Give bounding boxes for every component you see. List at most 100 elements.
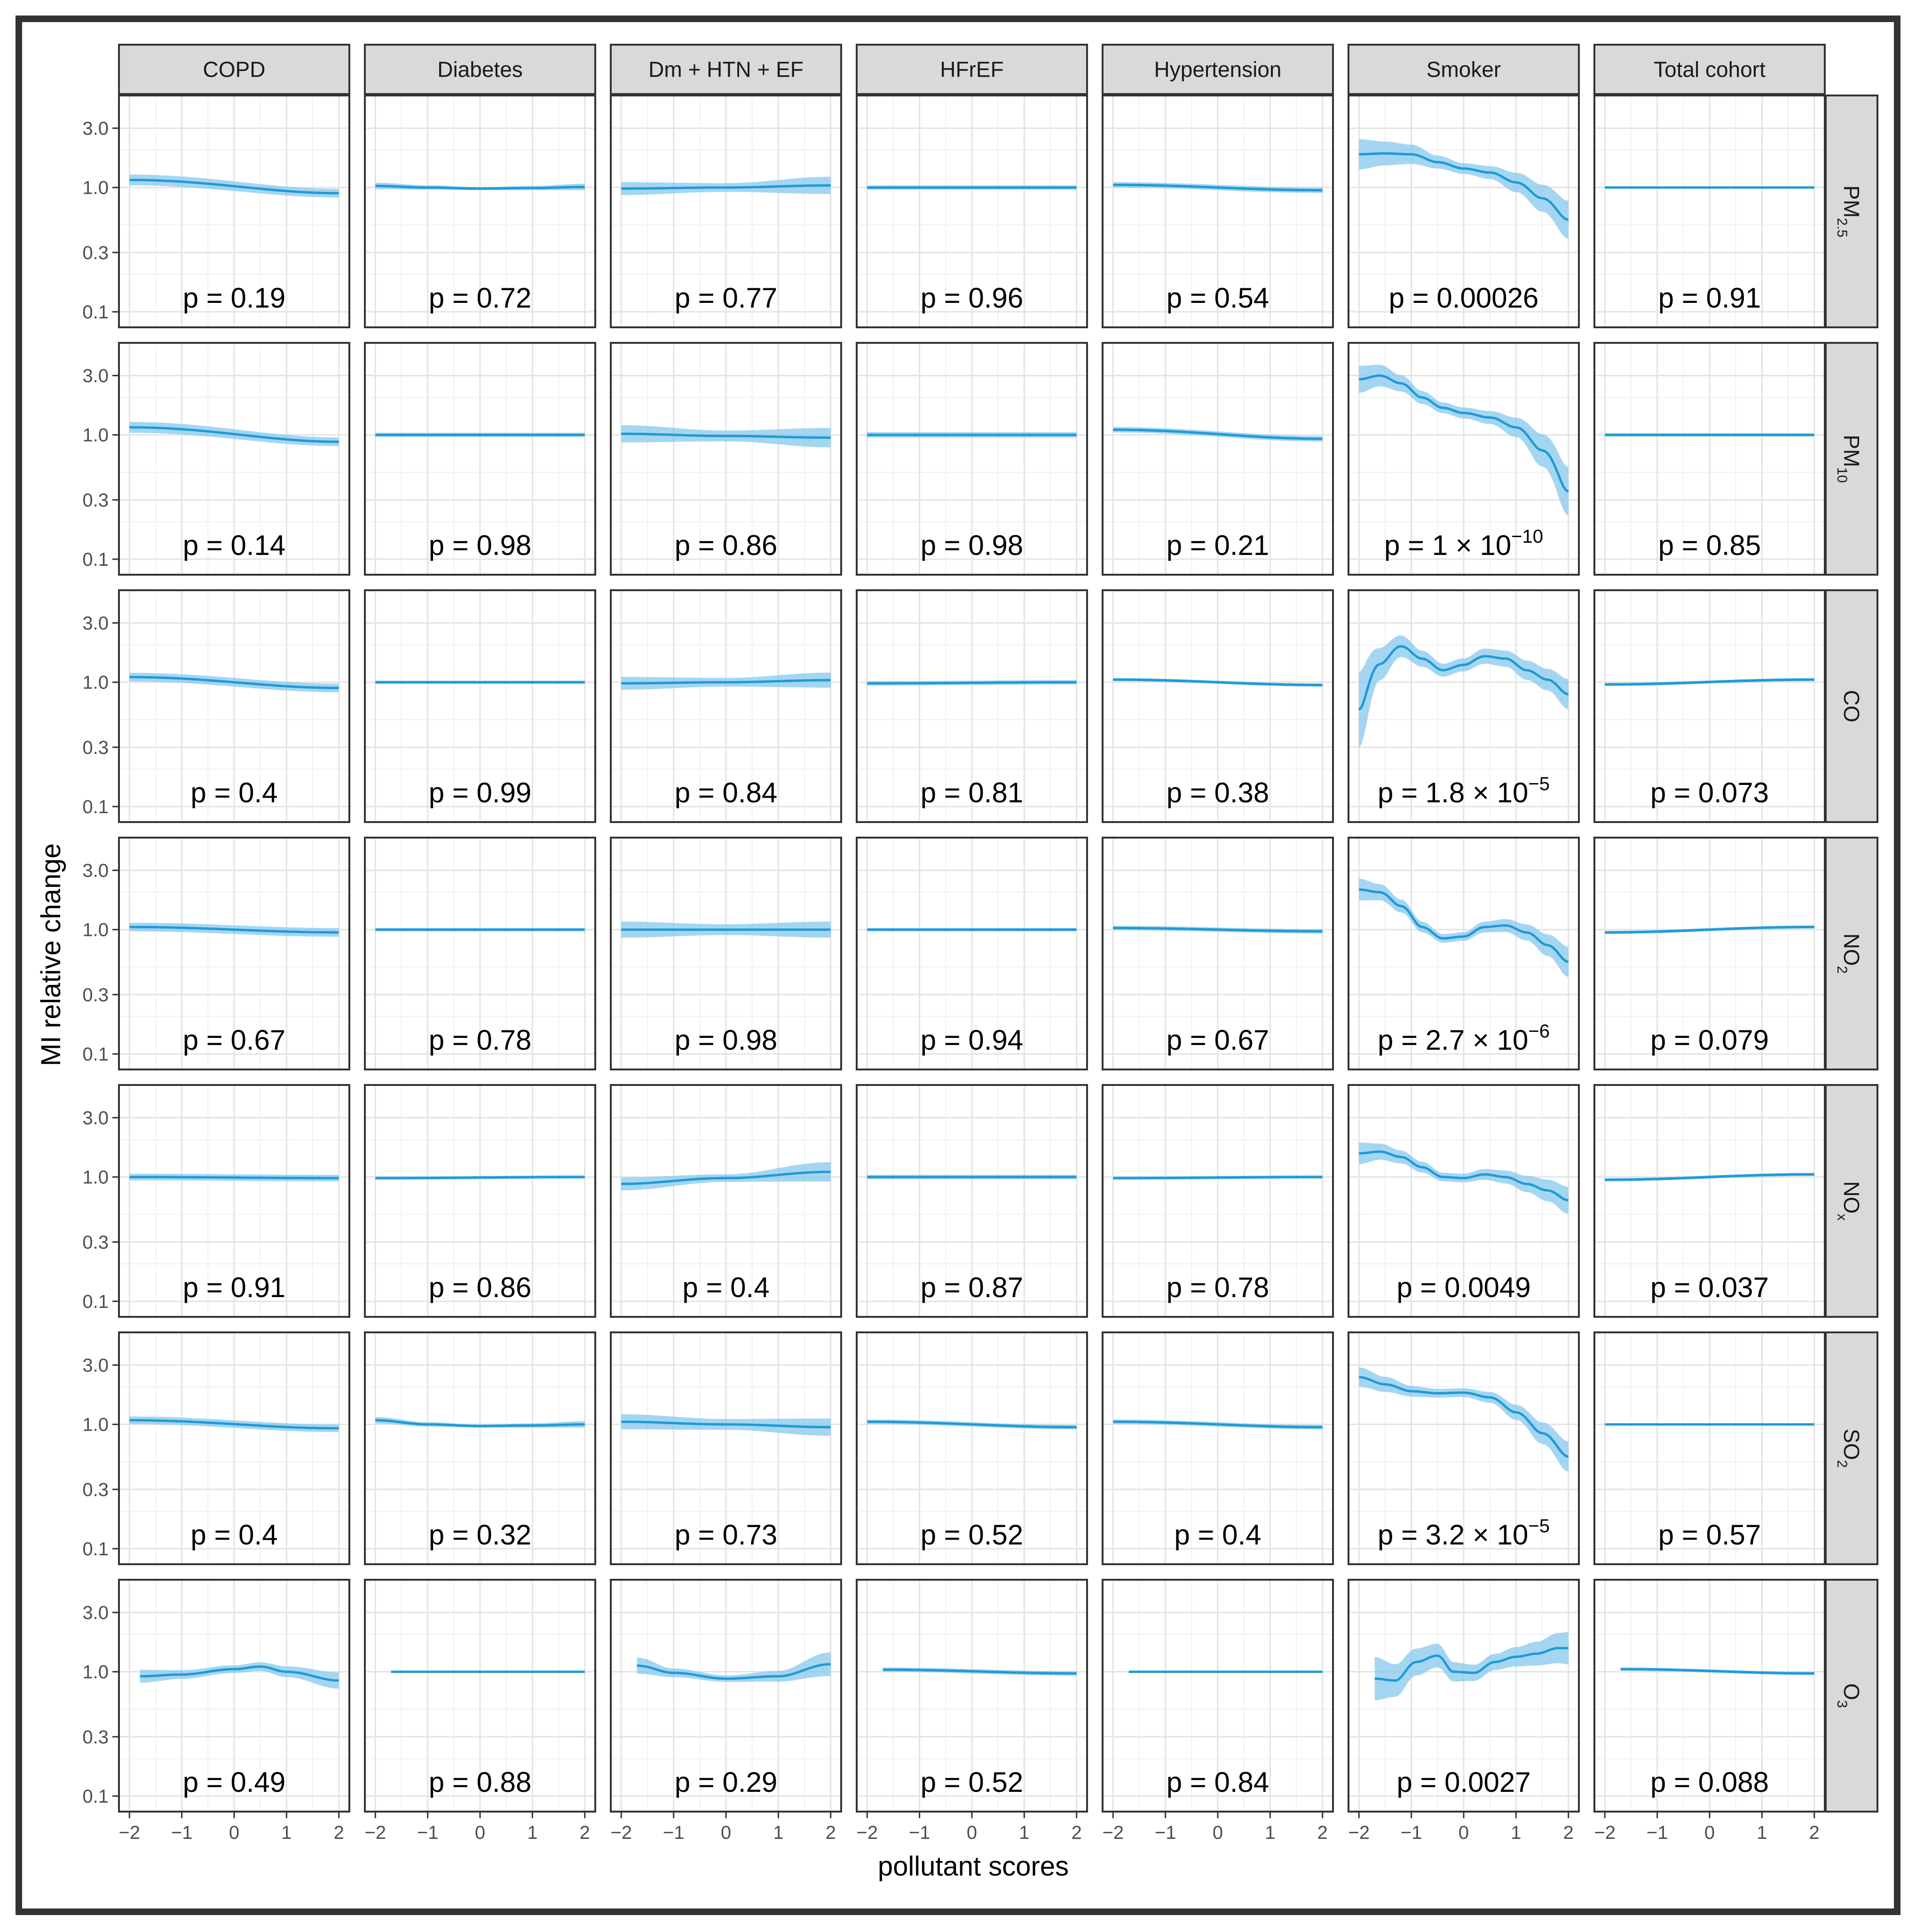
x-tick-label: −2: [856, 1822, 878, 1843]
y-tick-label: 1.0: [82, 178, 109, 198]
panel: p = 0.00026: [1348, 95, 1580, 328]
panel: p = 0.73: [610, 1331, 842, 1565]
y-tick-label: 0.1: [82, 1044, 109, 1065]
x-tick-label: 0: [475, 1822, 485, 1843]
panel: p = 0.38: [1102, 589, 1334, 823]
row-strip-label-base: PM: [1839, 185, 1864, 218]
p-value-mantissa: p = 1 × 10: [1384, 530, 1511, 561]
panel-border: [856, 1084, 1088, 1318]
p-value-label: p = 0.037: [1650, 1272, 1769, 1303]
series-line: [375, 1419, 585, 1427]
x-tick-label: 0: [1704, 1822, 1715, 1843]
row-strip-label-base: PM: [1839, 435, 1864, 467]
series-line: [375, 1176, 585, 1180]
panel-border: [856, 1331, 1088, 1565]
p-value-exponent: −10: [1511, 526, 1543, 547]
panel: p = 0.4: [1102, 1331, 1334, 1565]
y-tick-label: 0.3: [82, 1480, 109, 1500]
panel-border: [364, 342, 596, 576]
x-tick-label: −2: [364, 1822, 386, 1843]
confidence-band: [1359, 1367, 1569, 1472]
series-line: [375, 184, 585, 190]
y-tick-label: 3.0: [82, 861, 109, 881]
series-line: [1358, 645, 1569, 711]
column-strip-label: HFrEF: [940, 57, 1003, 82]
panel-border: [1102, 1331, 1334, 1565]
y-tick-label: 0.3: [82, 1727, 109, 1748]
series-line: [1113, 428, 1323, 440]
series-line: [1605, 926, 1814, 934]
panel-border: [1348, 1331, 1580, 1565]
panel-border: [856, 589, 1088, 823]
row-strip-label-subscript: 2: [1834, 1460, 1850, 1468]
panel: p = 0.14: [118, 342, 350, 576]
panel: p = 0.98: [364, 342, 596, 576]
x-tick-label: 0: [721, 1822, 731, 1843]
x-tick-label: 1: [1511, 1822, 1521, 1843]
row-strip-background: [1825, 837, 1878, 1070]
column-strip: HFrEF: [856, 44, 1088, 95]
x-tick-label: 2: [1072, 1822, 1082, 1843]
row-strip-background: [1825, 589, 1878, 823]
confidence-band: [621, 1162, 831, 1191]
row-strip-label-subscript: 2: [1834, 966, 1850, 974]
series-line: [621, 432, 831, 439]
p-value-label: p = 0.88: [429, 1766, 532, 1798]
panel: p = 0.4: [118, 1331, 350, 1565]
series-line: [1374, 1647, 1569, 1682]
y-tick-label: 1.0: [82, 673, 109, 693]
p-value-label: p = 0.079: [1650, 1024, 1769, 1056]
series-line: [1113, 183, 1323, 192]
x-tick-label: 1: [281, 1822, 292, 1843]
x-tick-label: −1: [663, 1822, 685, 1843]
p-value-label: p = 0.49: [183, 1766, 286, 1798]
y-tick-label: 1.0: [82, 425, 109, 446]
panel: p = 0.81: [856, 589, 1088, 823]
column-strip-background: [118, 44, 350, 95]
x-tick-label: −2: [610, 1822, 632, 1843]
series-line: [621, 1171, 831, 1185]
series-line: [867, 1420, 1077, 1429]
panel: p = 0.84: [1102, 1579, 1334, 1813]
series-line: [621, 184, 831, 190]
column-strip-label: COPD: [203, 57, 266, 82]
x-tick-label: −2: [1348, 1822, 1370, 1843]
panel-border: [1348, 589, 1580, 823]
row-strip-background: [1825, 1084, 1878, 1318]
panel: p = 0.32: [364, 1331, 596, 1565]
x-tick-label: 1: [773, 1822, 783, 1843]
panel-border: [610, 342, 842, 576]
panel: p = 3.2 × 10−5: [1348, 1331, 1580, 1565]
series-line: [883, 1668, 1077, 1675]
panel: p = 0.67: [1102, 837, 1334, 1070]
panel: p = 0.57: [1593, 1331, 1826, 1565]
axes-layer: 0.1 0.3 1.0 3.0 0.1 0.3 1.0 3.0 0.1 0.3 1.0 3.0 0.1 0…: [82, 119, 1819, 1843]
x-tick-label: 2: [1317, 1822, 1328, 1843]
series-line: [1605, 1173, 1814, 1181]
y-tick-label: 0.1: [82, 549, 109, 570]
p-value-exponent: −6: [1528, 1021, 1550, 1042]
y-axis-title: MI relative change: [36, 843, 66, 1066]
panel: p = 0.4: [610, 1084, 842, 1318]
y-tick-label: 1.0: [82, 920, 109, 941]
panel: p = 0.52: [856, 1579, 1088, 1813]
p-value-label: p = 0.32: [429, 1519, 532, 1551]
confidence-band: [1359, 364, 1569, 516]
p-value-label: p = 0.78: [1167, 1272, 1269, 1303]
column-strip: Total cohort: [1593, 44, 1826, 95]
panel: p = 0.77: [610, 95, 842, 328]
panel: p = 0.94: [856, 837, 1088, 1070]
panel-border: [610, 1331, 842, 1565]
p-value-mantissa: p = 2.7 × 10: [1378, 1024, 1528, 1056]
panel-border: [1348, 837, 1580, 1070]
panel-border: [118, 1331, 350, 1565]
panel-border: [610, 837, 842, 1070]
row-strip-label-subscript: 10: [1834, 467, 1850, 483]
row-strip-background: [1825, 1331, 1878, 1565]
panel: p = 1 × 10−10: [1348, 342, 1580, 576]
p-value-label: p = 0.98: [675, 1024, 778, 1056]
panel: p = 0.073: [1593, 589, 1826, 823]
panel: p = 0.67: [118, 837, 350, 1070]
